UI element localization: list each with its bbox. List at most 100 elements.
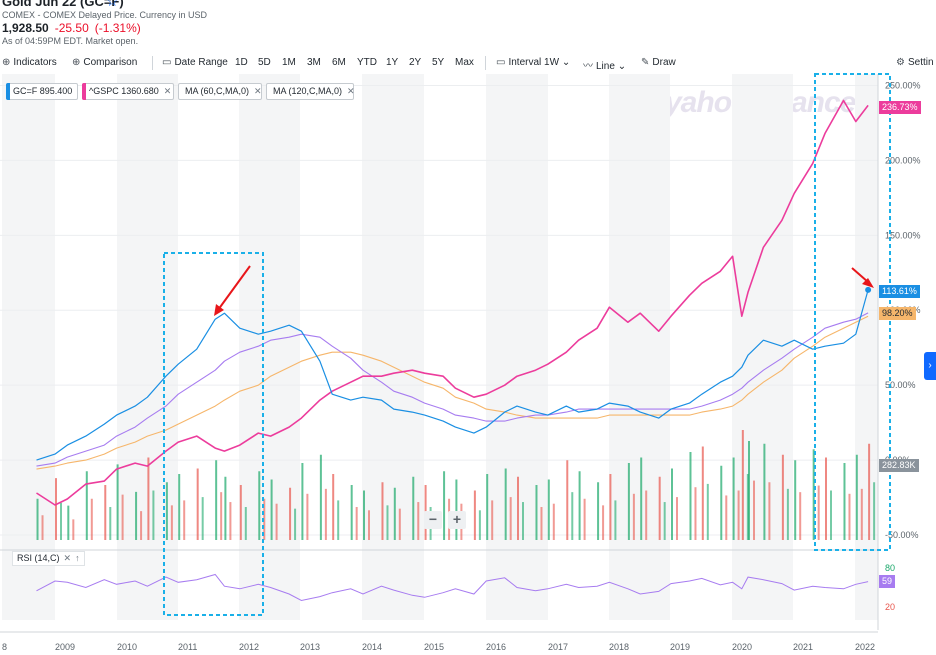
gold-price-label: 113.61% [879,285,920,298]
range-ytd[interactable]: YTD [357,57,377,68]
range-max[interactable]: Max [455,57,474,68]
date-range-button[interactable]: ▭ Date Range [162,57,228,68]
volume-bar [165,482,168,540]
range-2y[interactable]: 2Y [409,57,422,68]
x-tick-label: 2015 [424,642,444,652]
volume-bar [522,502,524,540]
volume-bar [547,479,550,540]
range-5d[interactable]: 5D [258,57,271,68]
volume-bar [694,487,697,540]
red-arrowhead-2011 [214,304,224,316]
rsi-tick-80: 80 [885,563,895,573]
chevron-down-icon: ⌄ [617,61,627,72]
x-tick-label: 2017 [548,642,568,652]
volume-bar [229,502,232,540]
gspc-series-line [36,99,869,506]
line-chart-icon: 〰 [583,61,593,72]
volume-bar [597,482,600,540]
star-icon[interactable]: ☆ [106,0,119,9]
x-tick-label: 2010 [117,642,137,652]
volume-bar [535,485,538,540]
chip-gspc[interactable]: ^GSPC 1360.680 ✕ [82,83,174,100]
x-tick-label: 2022 [855,642,875,652]
gold-series-line [36,289,869,461]
zoom-in-button[interactable]: + [448,511,466,529]
volume-bar [324,488,327,540]
volume-bar [67,505,70,540]
settings-button[interactable]: ⚙ Settin [896,57,934,68]
arrow-up-icon[interactable]: ↑ [75,553,80,563]
volume-bar [36,498,39,540]
chip-gold[interactable]: GC=F 895.400 [6,83,78,100]
close-icon[interactable]: ✕ [163,86,172,96]
draw-button[interactable]: ✎ Draw [641,57,676,68]
volume-bar [301,463,304,540]
rsi-tick-20: 20 [885,602,895,612]
rsi-line [36,573,869,602]
y-tick-label: -50.00% [885,530,919,540]
volume-bar [368,510,370,540]
close-icon[interactable]: ✕ [347,86,355,96]
grid-lines [0,84,878,536]
price-change-percent: (-1.31%) [94,21,141,35]
volume-bar [170,505,173,540]
chip-ma60[interactable]: MA (60,C,MA,0) ✕ [178,83,262,100]
volume-bar [517,476,519,540]
volume-bar [732,457,735,540]
year-bands [2,74,878,620]
interval-dropdown[interactable]: ▭ Interval 1W ⌄ [496,57,571,68]
red-arrow-2022 [851,267,869,283]
volume-bar [689,452,692,540]
year-band [609,74,670,620]
volume-bar [104,485,107,540]
instrument-title: Gold Jun 22 (GC=F) [2,0,124,9]
range-3m[interactable]: 3M [307,57,321,68]
volume-bar [873,482,876,540]
x-tick-label: 2009 [55,642,75,652]
rsi-chip[interactable]: RSI (14,C) ✕ ↑ [12,551,85,566]
volume-bar [398,508,401,540]
volume-bar [196,468,199,540]
red-arrow-2011 [217,265,251,311]
x-tick-label: 2013 [300,642,320,652]
chart-type-dropdown[interactable]: 〰 Line ⌄ [583,61,627,72]
x-tick-label: 8 [2,642,7,652]
volume-bar [848,493,851,540]
volume-bar [566,460,569,540]
volume-bar [602,505,605,540]
volume-bar [614,500,617,540]
zoom-out-button[interactable]: − [424,511,442,529]
comparison-button[interactable]: ⊕ Comparison [72,57,138,68]
rsi-panel: 80 20 [0,549,895,612]
volume-bar [720,465,723,540]
range-1d[interactable]: 1D [235,57,248,68]
volume-bar [571,492,574,540]
volume-bar [116,464,119,540]
y-tick-label: 200.00% [885,155,921,165]
chip-ma120[interactable]: MA (120,C,MA,0) ✕ [266,83,355,100]
close-icon[interactable]: ✕ [63,553,72,563]
range-1m[interactable]: 1M [282,57,296,68]
volume-bar [275,503,278,540]
expand-panel-button[interactable]: › [924,352,936,380]
x-tick-label: 2012 [239,642,259,652]
range-6m[interactable]: 6M [332,57,346,68]
volume-bar [140,511,143,540]
volume-bar [72,519,75,540]
x-tick-label: 2011 [178,642,197,652]
gspc-price-label: 236.73% [879,101,921,114]
volume-bar [41,515,44,540]
market-status: As of 04:59PM EDT. Market open. [2,36,139,46]
volume-bar [676,497,678,540]
range-5y[interactable]: 5Y [432,57,445,68]
ma120-series-line [36,315,869,470]
volume-bar [830,490,832,540]
range-1y[interactable]: 1Y [386,57,399,68]
volume-bar [552,503,555,540]
year-band [2,74,55,620]
close-icon[interactable]: ✕ [254,86,262,96]
volume-bar [812,449,815,540]
indicators-button[interactable]: ⊕ Indicators [2,57,57,68]
volume-bar [753,480,755,540]
